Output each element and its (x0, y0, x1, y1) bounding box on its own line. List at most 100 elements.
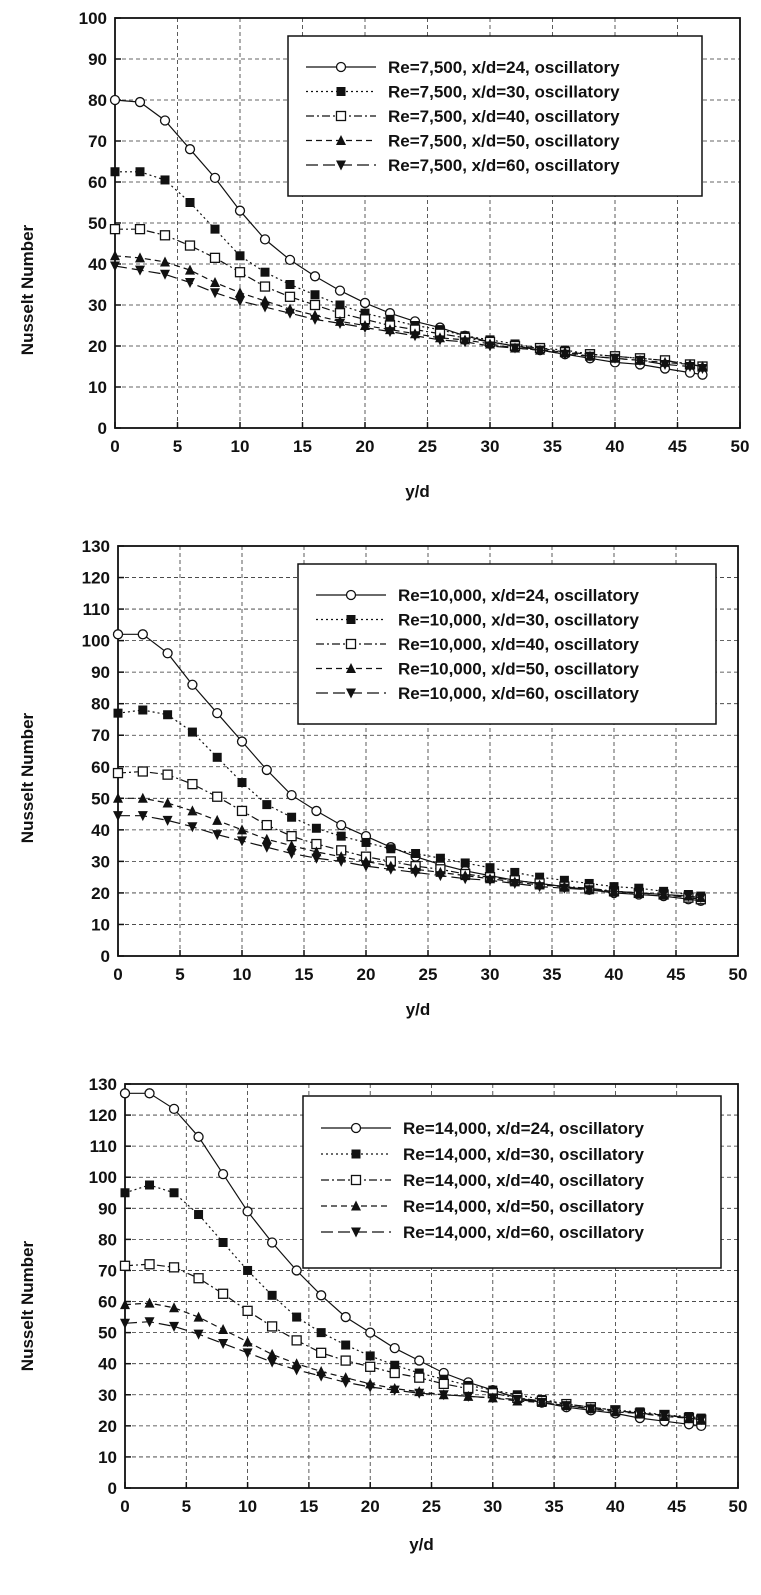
data-point (236, 736, 248, 747)
data-point (534, 882, 545, 893)
data-point (169, 1302, 180, 1313)
y-axis-label: Nusselt Number (18, 1240, 37, 1371)
data-point (119, 1088, 131, 1099)
data-point (218, 1338, 229, 1349)
data-point (584, 885, 595, 896)
data-point (209, 252, 221, 264)
data-point (311, 805, 322, 817)
y-tick-label: 100 (79, 9, 107, 28)
x-tick-label: 50 (731, 437, 750, 456)
data-point (386, 844, 396, 854)
data-point (685, 362, 695, 372)
data-point (438, 1390, 449, 1401)
legend: Re=10,000, x/d=24, oscillatory Re=10,000,… (297, 563, 717, 725)
data-point (309, 271, 321, 282)
series-line (124, 1263, 702, 1421)
series-5 (120, 1317, 707, 1426)
y-tick-label: 60 (88, 173, 107, 192)
data-point (658, 890, 669, 900)
x-tick-label: 25 (422, 1497, 441, 1516)
data-point (286, 790, 297, 801)
data-point (360, 308, 370, 318)
data-point (660, 359, 670, 370)
data-point (187, 727, 197, 737)
legend-marker (351, 1227, 361, 1238)
data-point (217, 1288, 229, 1299)
data-point (160, 269, 170, 280)
data-point (309, 299, 321, 311)
data-point (218, 1237, 228, 1247)
legend: Re=7,500, x/d=24, oscillatory Re=7,500, x… (287, 35, 703, 197)
x-axis-label: y/d (405, 482, 430, 501)
data-point (212, 752, 222, 762)
data-point (259, 281, 271, 292)
y-tick-label: 20 (91, 884, 110, 903)
data-point (365, 1351, 375, 1361)
y-tick-label: 70 (88, 132, 107, 151)
y-tick-label: 0 (98, 419, 107, 438)
x-tick-label: 10 (233, 965, 252, 984)
x-tick-label: 20 (357, 965, 376, 984)
x-tick-label: 25 (418, 437, 437, 456)
data-point (110, 250, 120, 261)
data-point (410, 331, 420, 342)
x-tick-label: 0 (113, 965, 122, 984)
data-point (261, 819, 272, 831)
data-point (385, 864, 396, 875)
y-tick-label: 100 (82, 632, 110, 651)
data-point (510, 867, 520, 877)
y-tick-label: 0 (101, 947, 110, 966)
data-point (234, 267, 246, 278)
data-point (137, 792, 148, 803)
data-point (187, 805, 198, 816)
data-point (235, 296, 245, 307)
data-point (414, 1355, 425, 1366)
legend-entry: Re=14,000, x/d=24, oscillatory (403, 1119, 645, 1138)
data-point (243, 1265, 253, 1275)
data-point (134, 96, 146, 108)
y-tick-label: 130 (89, 1075, 117, 1094)
legend: Re=14,000, x/d=24, oscillatory Re=14,000,… (302, 1095, 722, 1269)
data-point (159, 115, 171, 126)
y-tick-label: 120 (89, 1106, 117, 1125)
y-tick-label: 50 (88, 214, 107, 233)
legend-entry: Re=10,000, x/d=30, oscillatory (398, 611, 640, 630)
data-point (414, 1388, 425, 1399)
x-tick-label: 15 (295, 965, 314, 984)
data-point (169, 1321, 180, 1332)
data-point (411, 849, 421, 858)
data-point (683, 1413, 694, 1424)
data-point (267, 1357, 278, 1368)
legend-entry: Re=7,500, x/d=40, oscillatory (388, 107, 620, 126)
data-point (193, 1273, 204, 1284)
legend-entry: Re=14,000, x/d=30, oscillatory (403, 1145, 645, 1164)
x-tick-label: 40 (606, 437, 625, 456)
data-point (120, 1299, 130, 1310)
x-tick-label: 25 (419, 965, 438, 984)
data-point (135, 252, 145, 263)
data-point (120, 1318, 130, 1329)
data-point (235, 287, 245, 298)
data-point (485, 875, 495, 886)
y-tick-label: 80 (98, 1230, 117, 1249)
data-point (361, 861, 371, 872)
legend-entry: Re=10,000, x/d=60, oscillatory (398, 684, 640, 703)
data-point (262, 800, 272, 810)
data-point (162, 648, 173, 659)
data-point (310, 290, 320, 300)
x-tick-label: 15 (299, 1497, 318, 1516)
data-point (184, 240, 196, 251)
series-line (115, 171, 703, 368)
legend-entry: Re=14,000, x/d=50, oscillatory (403, 1197, 645, 1216)
x-tick-label: 5 (173, 437, 182, 456)
data-point (360, 323, 370, 334)
data-point (210, 288, 220, 299)
y-tick-label: 30 (98, 1386, 117, 1405)
data-point (110, 261, 120, 272)
y-tick-label: 20 (88, 337, 107, 356)
nusselt-chart-re-10000: 0 5 10 15 20 25 30 35 40 45 50 0 10 20 30 40 50 60 70 80 90 1… (18, 537, 747, 1019)
data-point (267, 1348, 278, 1359)
data-point (210, 276, 220, 287)
y-tick-label: 0 (108, 1479, 117, 1498)
x-tick-label: 5 (175, 965, 184, 984)
